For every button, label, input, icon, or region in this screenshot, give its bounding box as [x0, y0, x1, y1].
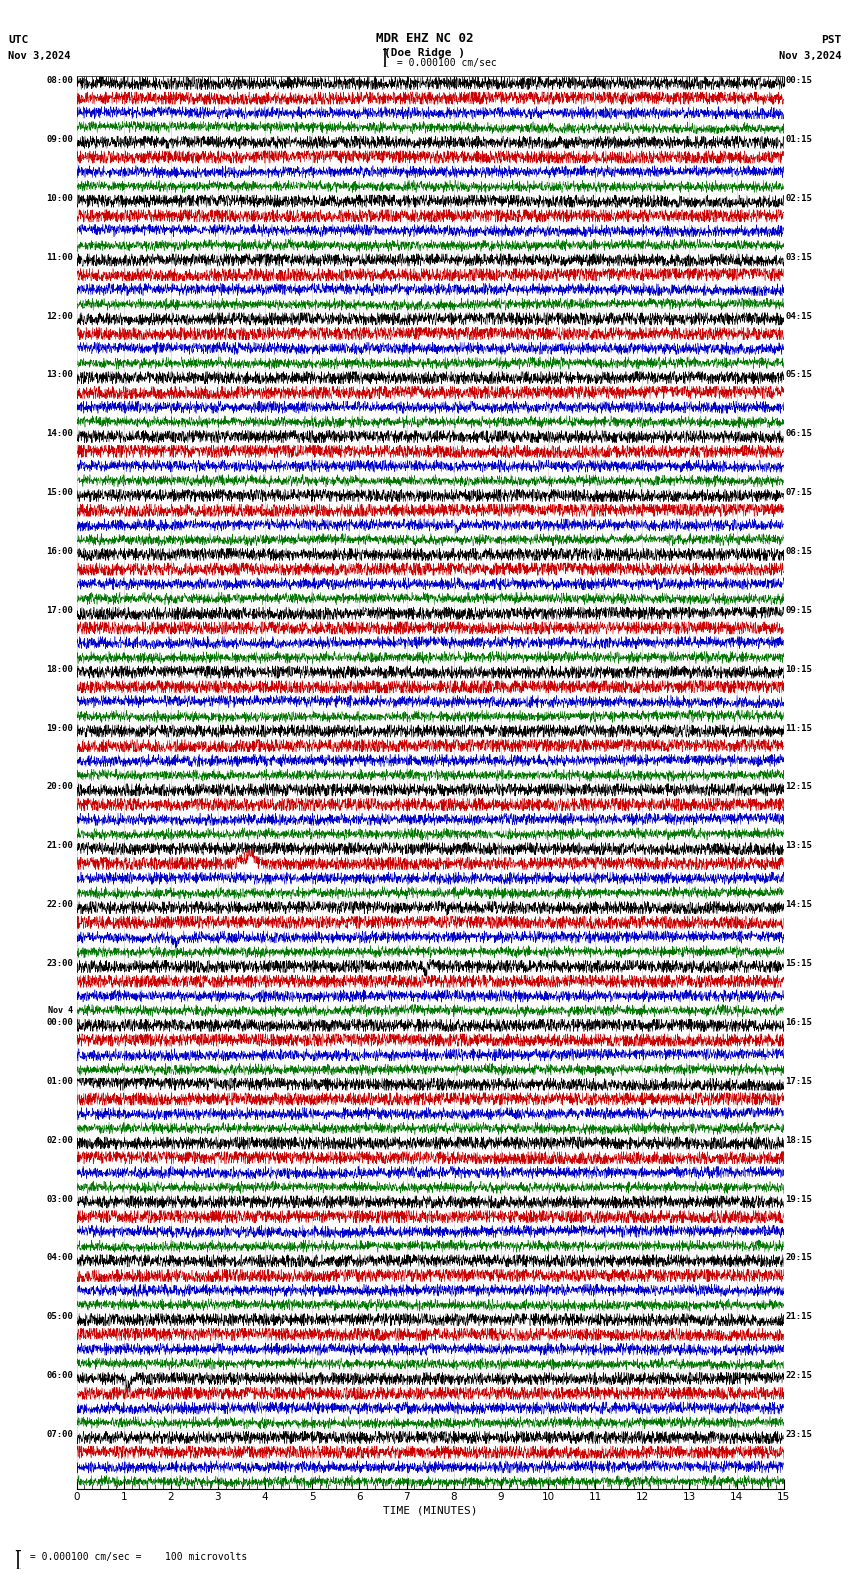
Text: 15:15: 15:15 [785, 960, 812, 968]
Text: 01:00: 01:00 [46, 1077, 73, 1087]
Text: 11:15: 11:15 [785, 724, 812, 733]
Text: (Doe Ridge ): (Doe Ridge ) [384, 48, 466, 57]
Text: UTC: UTC [8, 35, 29, 44]
Text: 01:15: 01:15 [785, 135, 812, 144]
Text: 08:15: 08:15 [785, 546, 812, 556]
Text: 09:15: 09:15 [785, 607, 812, 615]
Text: 16:15: 16:15 [785, 1019, 812, 1026]
Text: 12:15: 12:15 [785, 782, 812, 792]
Text: 13:15: 13:15 [785, 841, 812, 851]
Text: 07:00: 07:00 [46, 1430, 73, 1440]
Text: 02:15: 02:15 [785, 193, 812, 203]
Text: 00:00: 00:00 [46, 1019, 73, 1026]
Text: 10:15: 10:15 [785, 665, 812, 673]
Text: 06:15: 06:15 [785, 429, 812, 439]
Text: 11:00: 11:00 [46, 252, 73, 261]
Text: 06:00: 06:00 [46, 1372, 73, 1380]
Text: 09:00: 09:00 [46, 135, 73, 144]
Text: 14:15: 14:15 [785, 900, 812, 909]
Text: 17:15: 17:15 [785, 1077, 812, 1087]
Text: 21:15: 21:15 [785, 1312, 812, 1321]
Text: = 0.000100 cm/sec: = 0.000100 cm/sec [391, 57, 496, 68]
Text: 03:00: 03:00 [46, 1194, 73, 1204]
Text: 23:00: 23:00 [46, 960, 73, 968]
Text: PST: PST [821, 35, 842, 44]
Text: 14:00: 14:00 [46, 429, 73, 439]
Text: MDR EHZ NC 02: MDR EHZ NC 02 [377, 32, 473, 44]
Text: 16:00: 16:00 [46, 546, 73, 556]
Text: 23:15: 23:15 [785, 1430, 812, 1440]
Text: Nov 4: Nov 4 [48, 1006, 73, 1015]
Text: 04:15: 04:15 [785, 312, 812, 320]
Text: 15:00: 15:00 [46, 488, 73, 497]
Text: 00:15: 00:15 [785, 76, 812, 86]
Text: 20:15: 20:15 [785, 1253, 812, 1262]
Text: 03:15: 03:15 [785, 252, 812, 261]
Text: 04:00: 04:00 [46, 1253, 73, 1262]
Text: 19:15: 19:15 [785, 1194, 812, 1204]
Text: Nov 3,2024: Nov 3,2024 [779, 51, 842, 60]
Text: 17:00: 17:00 [46, 607, 73, 615]
Text: 08:00: 08:00 [46, 76, 73, 86]
Text: 02:00: 02:00 [46, 1136, 73, 1145]
Text: 13:00: 13:00 [46, 371, 73, 380]
Text: 18:15: 18:15 [785, 1136, 812, 1145]
Text: 21:00: 21:00 [46, 841, 73, 851]
Text: 19:00: 19:00 [46, 724, 73, 733]
Text: 05:15: 05:15 [785, 371, 812, 380]
Text: 22:00: 22:00 [46, 900, 73, 909]
Text: = 0.000100 cm/sec =    100 microvolts: = 0.000100 cm/sec = 100 microvolts [24, 1552, 247, 1562]
Text: 18:00: 18:00 [46, 665, 73, 673]
Text: 20:00: 20:00 [46, 782, 73, 792]
Text: 22:15: 22:15 [785, 1372, 812, 1380]
Text: Nov 3,2024: Nov 3,2024 [8, 51, 71, 60]
Text: 10:00: 10:00 [46, 193, 73, 203]
Text: 12:00: 12:00 [46, 312, 73, 320]
X-axis label: TIME (MINUTES): TIME (MINUTES) [382, 1506, 478, 1516]
Text: 05:00: 05:00 [46, 1312, 73, 1321]
Text: 07:15: 07:15 [785, 488, 812, 497]
